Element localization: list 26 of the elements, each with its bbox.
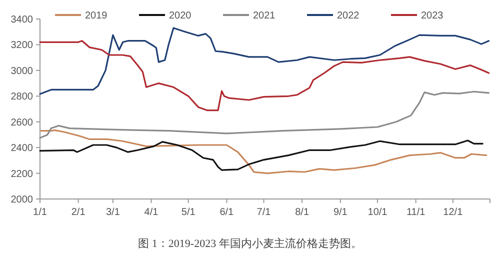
x-tick-label: 10/1 bbox=[368, 207, 388, 218]
y-tick-label: 2600 bbox=[10, 117, 34, 128]
x-tick-label: 8/1 bbox=[295, 207, 310, 218]
y-tick-label: 2400 bbox=[10, 143, 34, 154]
y-tick-label: 2800 bbox=[10, 92, 34, 103]
legend-label: 2020 bbox=[169, 10, 192, 22]
x-tick-label: 2/1 bbox=[71, 207, 86, 218]
y-tick-label: 2000 bbox=[10, 194, 34, 206]
legend-label: 2019 bbox=[85, 10, 108, 22]
caption: 图 1：2019-2023 年国内小麦主流价格走势图。 bbox=[138, 237, 362, 250]
legend-label: 2023 bbox=[421, 10, 444, 22]
x-tick-label: 6/1 bbox=[220, 207, 234, 218]
legend-label: 2021 bbox=[253, 10, 276, 22]
x-tick-label: 9/1 bbox=[333, 207, 348, 218]
y-tick-label: 3000 bbox=[10, 66, 34, 77]
x-tick-label: 11/1 bbox=[406, 207, 426, 218]
x-tick-label: 7/1 bbox=[256, 207, 272, 218]
y-tick-label: 3400 bbox=[10, 14, 34, 26]
y-tick-label: 2200 bbox=[10, 168, 34, 180]
x-tick-label: 4/1 bbox=[144, 207, 159, 218]
x-tick-label: 12/1 bbox=[443, 207, 464, 218]
y-tick-label: 3200 bbox=[10, 40, 34, 52]
x-tick-label: 5/1 bbox=[181, 207, 196, 218]
legend-label: 2022 bbox=[337, 10, 360, 22]
x-tick-label: 1/1 bbox=[33, 207, 48, 218]
x-tick-label: 3/1 bbox=[106, 207, 120, 218]
